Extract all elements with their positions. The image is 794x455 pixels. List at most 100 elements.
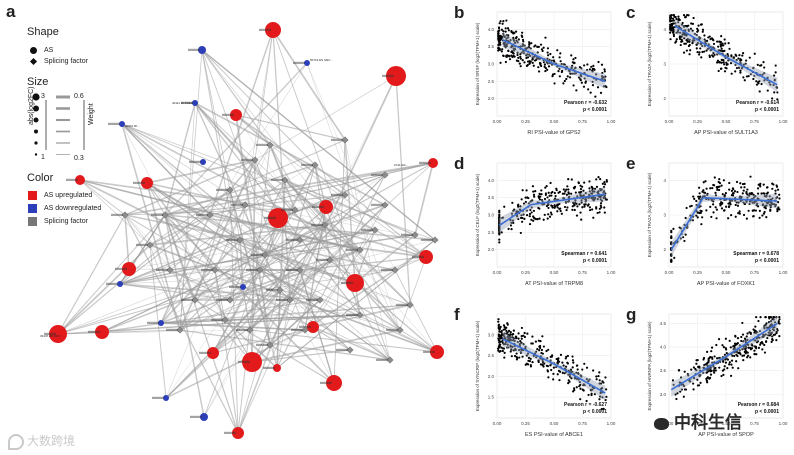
scatter-point [749,356,752,359]
scatter-point [771,182,774,185]
scatter-point [588,187,591,190]
scatter-point [701,216,704,219]
scatter-point [595,178,598,181]
network-edge [164,214,335,384]
scatter-point [688,38,691,41]
scatter-point [520,51,523,54]
panel-letter-d: d [454,154,464,173]
scatter-point [674,41,677,44]
scatter-point [502,32,505,35]
scatter-point [670,258,673,261]
scatter-point [695,33,698,37]
scatter-point [566,185,569,188]
scatter-point [744,62,747,65]
network-edge [57,244,151,335]
scatter-point [670,241,673,244]
y-tick-label: 2 [663,247,666,252]
scatter-point [670,235,673,238]
legend-shape-circle-icon [30,47,37,54]
network-node-splicing-factor [161,211,169,219]
network-node-label [241,158,253,161]
scatter-point [577,76,581,79]
network-edge [249,289,281,331]
scatter-point [700,223,703,226]
network-node-splicing-factor [281,176,289,184]
scatter-point [703,50,706,53]
scatter-point [731,354,734,357]
network-node-label [341,281,353,284]
scatter-point [503,35,506,38]
scatter-point [587,88,590,91]
scatter-point [560,212,563,215]
scatter-point [605,395,608,398]
scatter-point [771,202,774,206]
scatter-point [739,71,742,74]
scatter-point [534,340,537,343]
scatter-point [531,56,534,59]
scatter-point [689,49,692,52]
network-edge [121,123,361,251]
scatter-point [544,69,547,73]
legend-size-label-1: 1 [41,154,45,161]
scatter-point [709,49,712,52]
scatter-point [745,190,748,194]
y-axis-label: Expression of HNRNPA (log2(TPM+1) scale) [647,321,652,411]
scatter-point [572,387,576,390]
network-edge [251,349,351,363]
scatter-point [564,190,567,193]
scatter-point [685,49,688,52]
network-edge [212,299,291,354]
scatter-point [719,40,722,44]
scatter-point [734,215,737,218]
scatter-point [764,207,767,210]
scatter-point [505,34,508,37]
scatter-point [701,50,704,54]
scatter-point [600,407,603,411]
network-edge [124,214,151,246]
scatter-point [725,205,728,208]
scatter-point [546,196,549,199]
scatter-point [702,181,705,184]
scatter-point [684,233,687,236]
scatter-point [728,181,731,185]
panel-letter-g: g [626,305,636,324]
scatter-point [510,221,513,224]
scatter-point [510,339,513,342]
scatter-point [599,202,603,205]
network-node-as-up [319,200,333,214]
scatter-point [547,65,551,68]
scatter-point [777,206,780,209]
network-node-splicing-factor [146,241,154,249]
network-node-splicing-factor [321,221,329,229]
scatter-point [721,50,725,53]
network-edge [209,214,361,251]
scatter-point [722,179,725,182]
network-node-as-down [200,413,208,421]
scatter-point [672,383,675,386]
scatter-point [570,192,573,195]
scatter-point [563,192,566,195]
scatter-point [596,211,599,215]
scatter-point [508,335,511,338]
scatter-point [509,224,513,227]
scatter-point [766,89,769,92]
scatter-point [712,42,716,46]
network-node-splicing-factor [346,346,354,354]
network-edge [79,179,151,246]
y-tick-label: 4 [663,178,666,183]
scatter-point [516,215,519,218]
scatter-panel-d: d0.00 0.25 0.50 0.75 1.002.02.53.03.54.0Spea… [454,154,616,287]
scatter-point [498,34,501,38]
scatter-point [725,61,728,64]
y-tick-label: 1.5 [488,395,495,400]
scatter-point [498,48,502,51]
scatter-point [533,217,536,220]
scatter-point [519,45,522,48]
network-node-as-up [386,66,406,86]
scatter-point [579,187,583,191]
scatter-point [767,316,771,319]
scatter-point [601,380,604,383]
scatter-point [592,369,595,372]
scatter-point [554,194,557,198]
scatter-point [498,22,501,25]
